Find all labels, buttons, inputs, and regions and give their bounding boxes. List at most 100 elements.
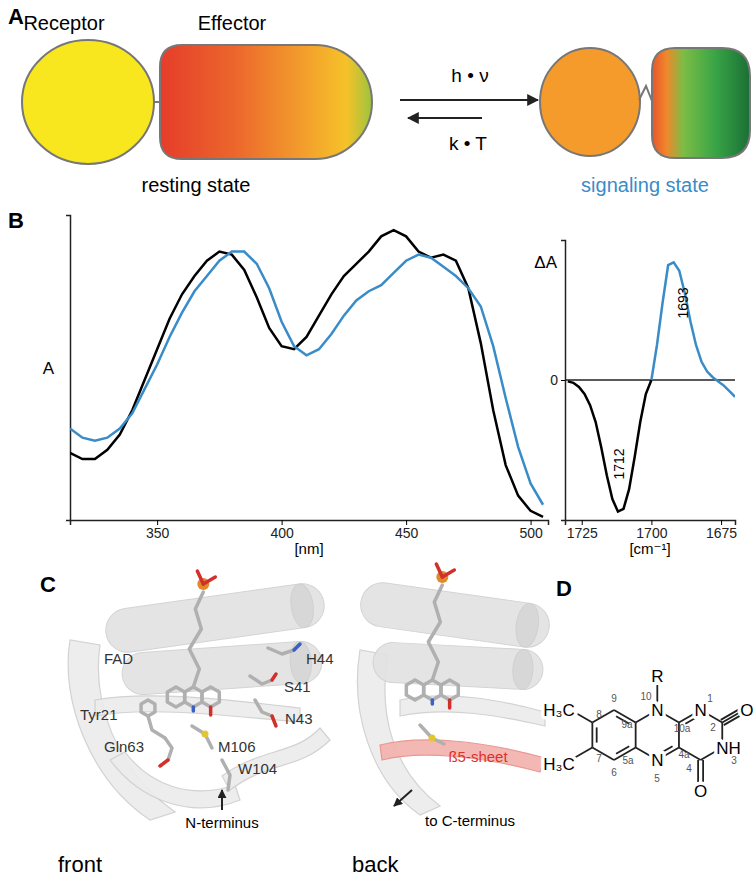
atom-label: O [740, 701, 753, 720]
position-number: 3 [731, 755, 737, 766]
axis-title: ΔA [534, 253, 557, 272]
annotation: 1693 [675, 287, 691, 318]
atom-label: N [694, 701, 706, 720]
position-number: 7 [596, 753, 602, 764]
tick: 1675 [706, 520, 737, 541]
residue-label: S41 [284, 678, 311, 695]
residue-label: FAD [104, 650, 133, 667]
residue-stick [160, 760, 168, 766]
axis-line [66, 216, 71, 521]
flavin-ring [185, 687, 202, 707]
plot-area [70, 230, 543, 517]
residue-stick [255, 700, 272, 716]
residue-stick [165, 738, 172, 760]
panel-d: RNNNNHOOH₃CH₃C12344a55a67899a1010a [543, 667, 753, 801]
flavin-ring [167, 687, 184, 707]
annotation: 1712 [611, 448, 627, 479]
phosphate-oxygen [436, 564, 442, 577]
state-label: resting state [142, 174, 251, 196]
helix-end [288, 582, 316, 629]
residue-label: M106 [218, 738, 256, 755]
chart: 350 400 450 500 [nm] A [43, 216, 549, 558]
flavin-ring [202, 687, 219, 707]
spectrum-line [568, 380, 652, 512]
chart: 1725 1700 1675 0 [cm⁻¹] ΔA 1712 1693 [534, 241, 737, 558]
tick: 350 [146, 520, 170, 541]
axis-title: [cm⁻¹] [629, 540, 670, 557]
atom-label: H₃C [543, 701, 574, 720]
bond [635, 723, 637, 748]
effector-label: Effector [198, 12, 267, 34]
position-number: 5 [654, 773, 660, 784]
phosphate-oxygen [197, 571, 203, 584]
panel-label: D [556, 576, 572, 601]
atom-label: N [651, 751, 663, 770]
tick-label: 0 [550, 372, 558, 388]
sulfur [429, 735, 436, 742]
helix [358, 580, 552, 650]
atom-label: NH [716, 739, 741, 758]
residue-stick [192, 726, 212, 748]
position-number: 10 [640, 691, 652, 702]
state-label: signaling state [581, 174, 709, 196]
residue-stick [148, 716, 165, 738]
residue-label: N43 [285, 710, 313, 727]
position-number: 8 [596, 709, 602, 720]
axis-line [71, 521, 549, 526]
residue-stick [250, 676, 272, 684]
figure: ABCDReceptorEffectorresting stateh • νk … [0, 0, 756, 883]
arrow [408, 117, 482, 119]
atom-label: H₃C [543, 755, 574, 774]
bond [596, 727, 598, 742]
sulfur [202, 731, 209, 738]
terminus-label: to C-terminus [425, 812, 515, 829]
panel-a: ReceptorEffectorresting stateh • νk • Ts… [22, 12, 750, 196]
residue-stick [268, 648, 294, 654]
bond [616, 746, 629, 754]
axis-title: [nm] [294, 540, 323, 557]
beta-strand [95, 696, 300, 722]
ribityl-chain [189, 592, 203, 687]
position-number: 2 [710, 722, 716, 733]
atom-label: N [651, 701, 663, 720]
tick: 1700 [636, 520, 667, 541]
phosphate-oxygen [442, 570, 454, 577]
position-number: 4a [678, 749, 690, 760]
tick: 1725 [567, 520, 598, 541]
bond [721, 707, 743, 720]
panel-label: B [8, 208, 24, 233]
bond [591, 723, 593, 748]
residue-stick [272, 674, 276, 680]
residue-stick [222, 760, 230, 790]
axis-line [561, 241, 566, 521]
axis: 0 [550, 241, 565, 521]
effector-domain [160, 45, 372, 159]
tick: 450 [395, 520, 419, 541]
receptor-label: Receptor [23, 12, 104, 34]
helix-end [512, 649, 534, 690]
helix-body [358, 580, 552, 650]
position-number: 9a [621, 719, 633, 730]
tick-label: 500 [519, 525, 543, 541]
flavin-ring [424, 680, 441, 700]
residue-label: Tyr21 [80, 706, 118, 723]
atom-label: O [694, 782, 707, 801]
nitrogen [431, 700, 435, 704]
axis [66, 216, 71, 521]
tick: 400 [270, 520, 294, 541]
effector-domain [652, 48, 750, 158]
axis-title: A [43, 359, 55, 378]
position-number: 9 [611, 693, 617, 704]
position-number: 6 [611, 767, 617, 778]
receptor-domain [22, 40, 154, 164]
tick-label: 1700 [636, 525, 667, 541]
arrow [400, 99, 538, 101]
axis: 1725 1700 1675 [566, 520, 738, 541]
atom-label: R [651, 667, 663, 686]
spectrum-line [70, 230, 543, 517]
tick-label: 1725 [567, 525, 598, 541]
helix-end [513, 602, 541, 649]
position-number: 1 [707, 693, 713, 704]
helix [121, 640, 323, 696]
residue-label: H44 [306, 650, 334, 667]
